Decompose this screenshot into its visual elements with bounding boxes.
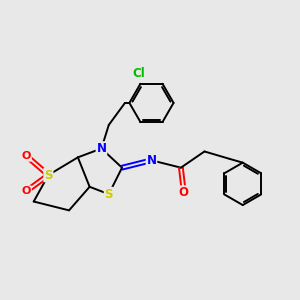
Text: O: O	[22, 151, 31, 161]
Text: N: N	[146, 154, 157, 167]
Text: Cl: Cl	[133, 67, 145, 80]
Text: S: S	[104, 188, 113, 201]
Text: O: O	[179, 186, 189, 199]
Text: N: N	[96, 142, 106, 155]
Text: S: S	[44, 169, 53, 182]
Text: O: O	[22, 186, 31, 196]
